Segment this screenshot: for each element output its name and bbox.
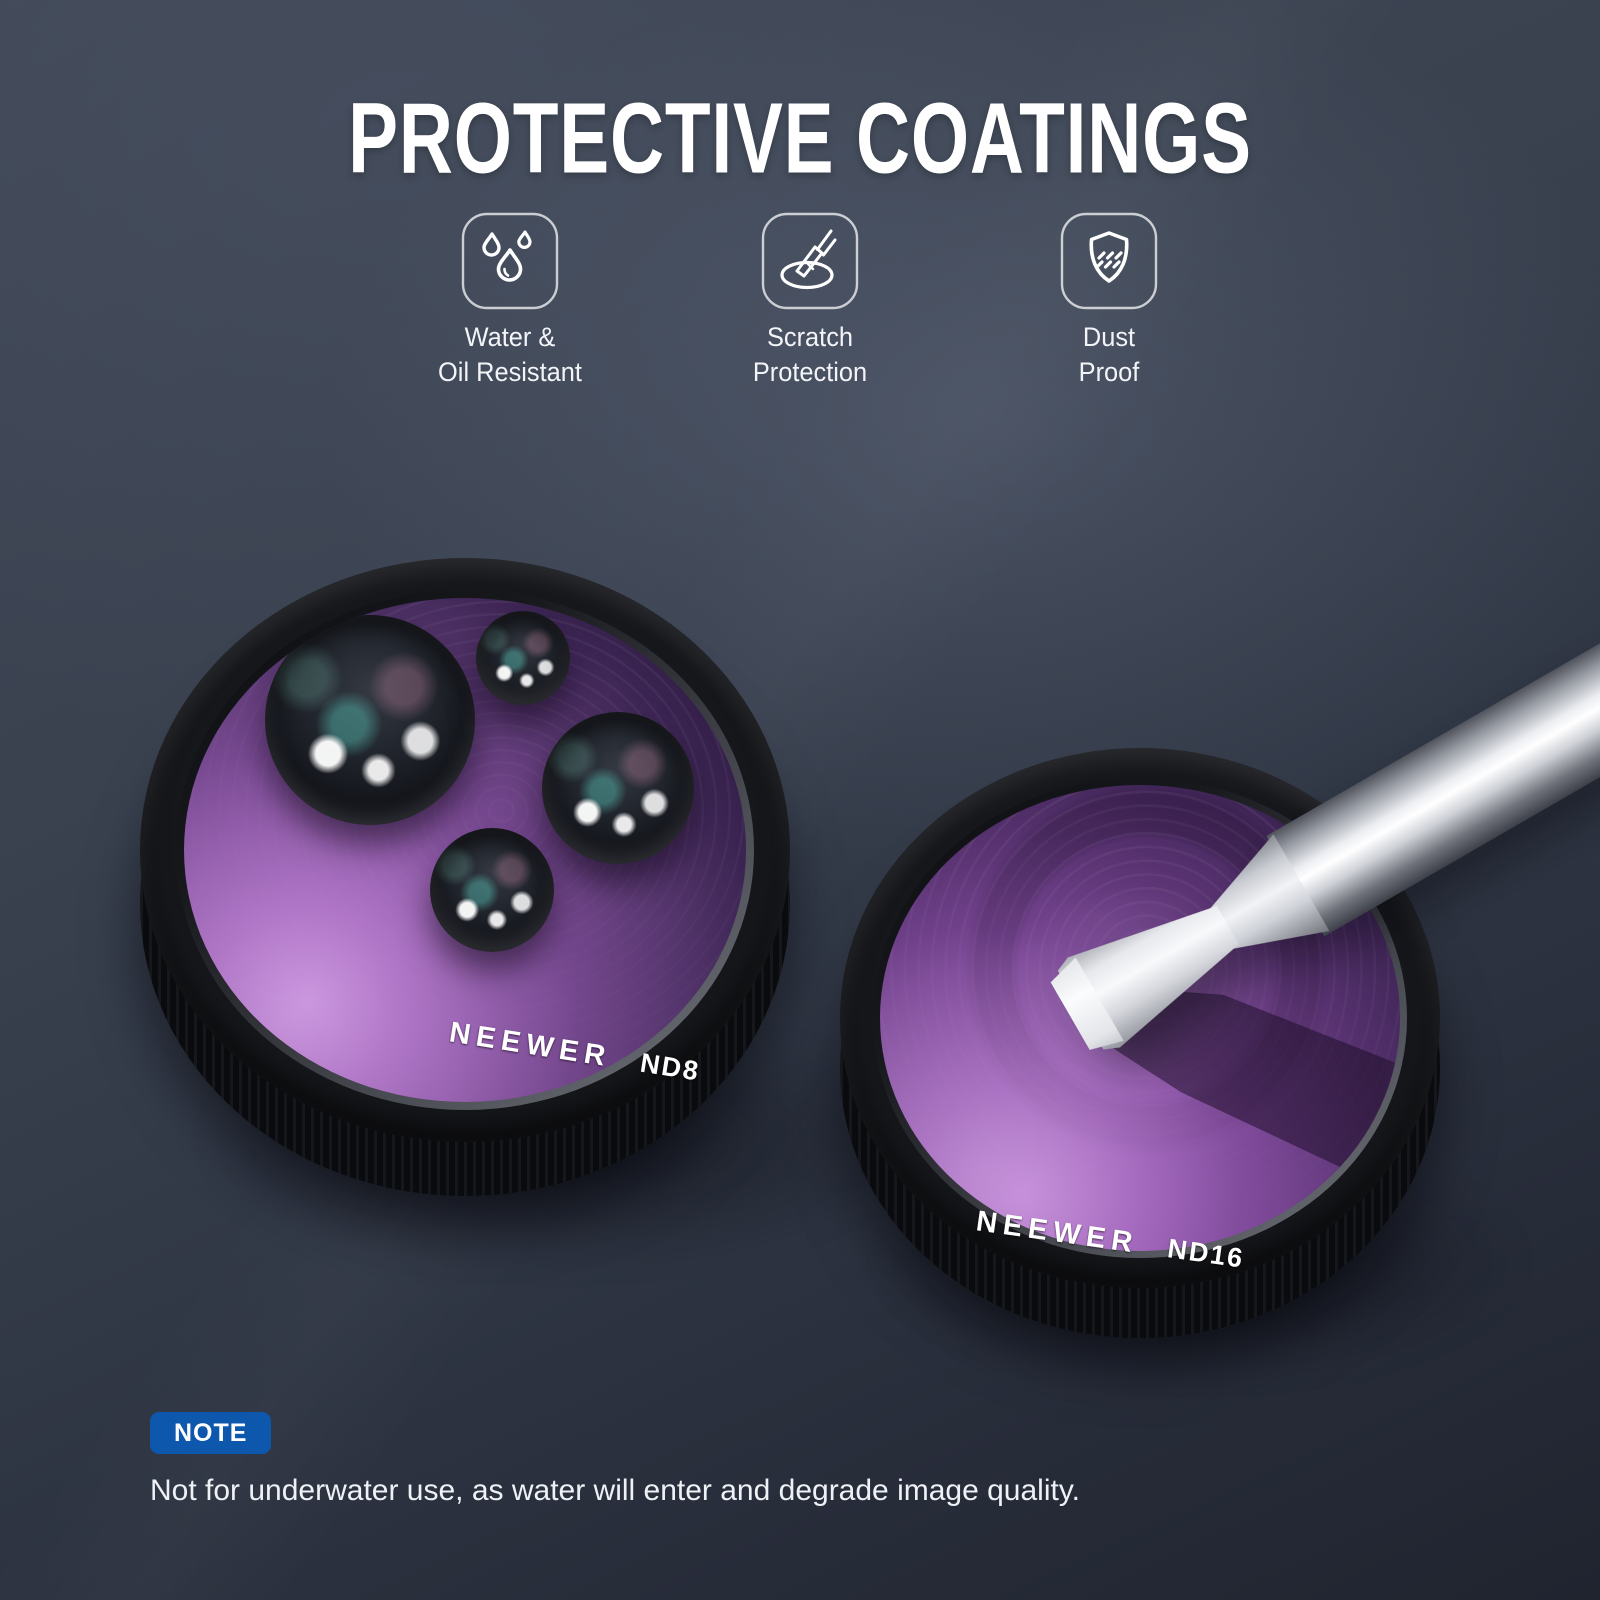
dust-shield-icon <box>1060 212 1158 310</box>
water-droplet-bottom <box>430 828 554 952</box>
water-droplet-large <box>265 615 475 825</box>
nd8-lens <box>184 598 746 1102</box>
page-title: PROTECTIVE COATINGS <box>348 82 1252 195</box>
feature-label-scratch: Scratch Protection <box>752 322 868 387</box>
scratch-blade-icon <box>761 212 859 310</box>
feature-label-dust: Dust Proof <box>1078 322 1140 387</box>
water-droplet-medium <box>542 712 694 864</box>
note-badge: NOTE <box>150 1412 272 1454</box>
screwdriver-shaft <box>1266 565 1600 937</box>
note-text: Not for underwater use, as water will en… <box>150 1474 1080 1507</box>
water-drops-icon <box>461 212 559 310</box>
feature-label-water-oil: Water & Oil Resistant <box>438 322 582 387</box>
water-droplet-small <box>476 611 570 705</box>
note-badge-label: NOTE <box>174 1418 248 1447</box>
